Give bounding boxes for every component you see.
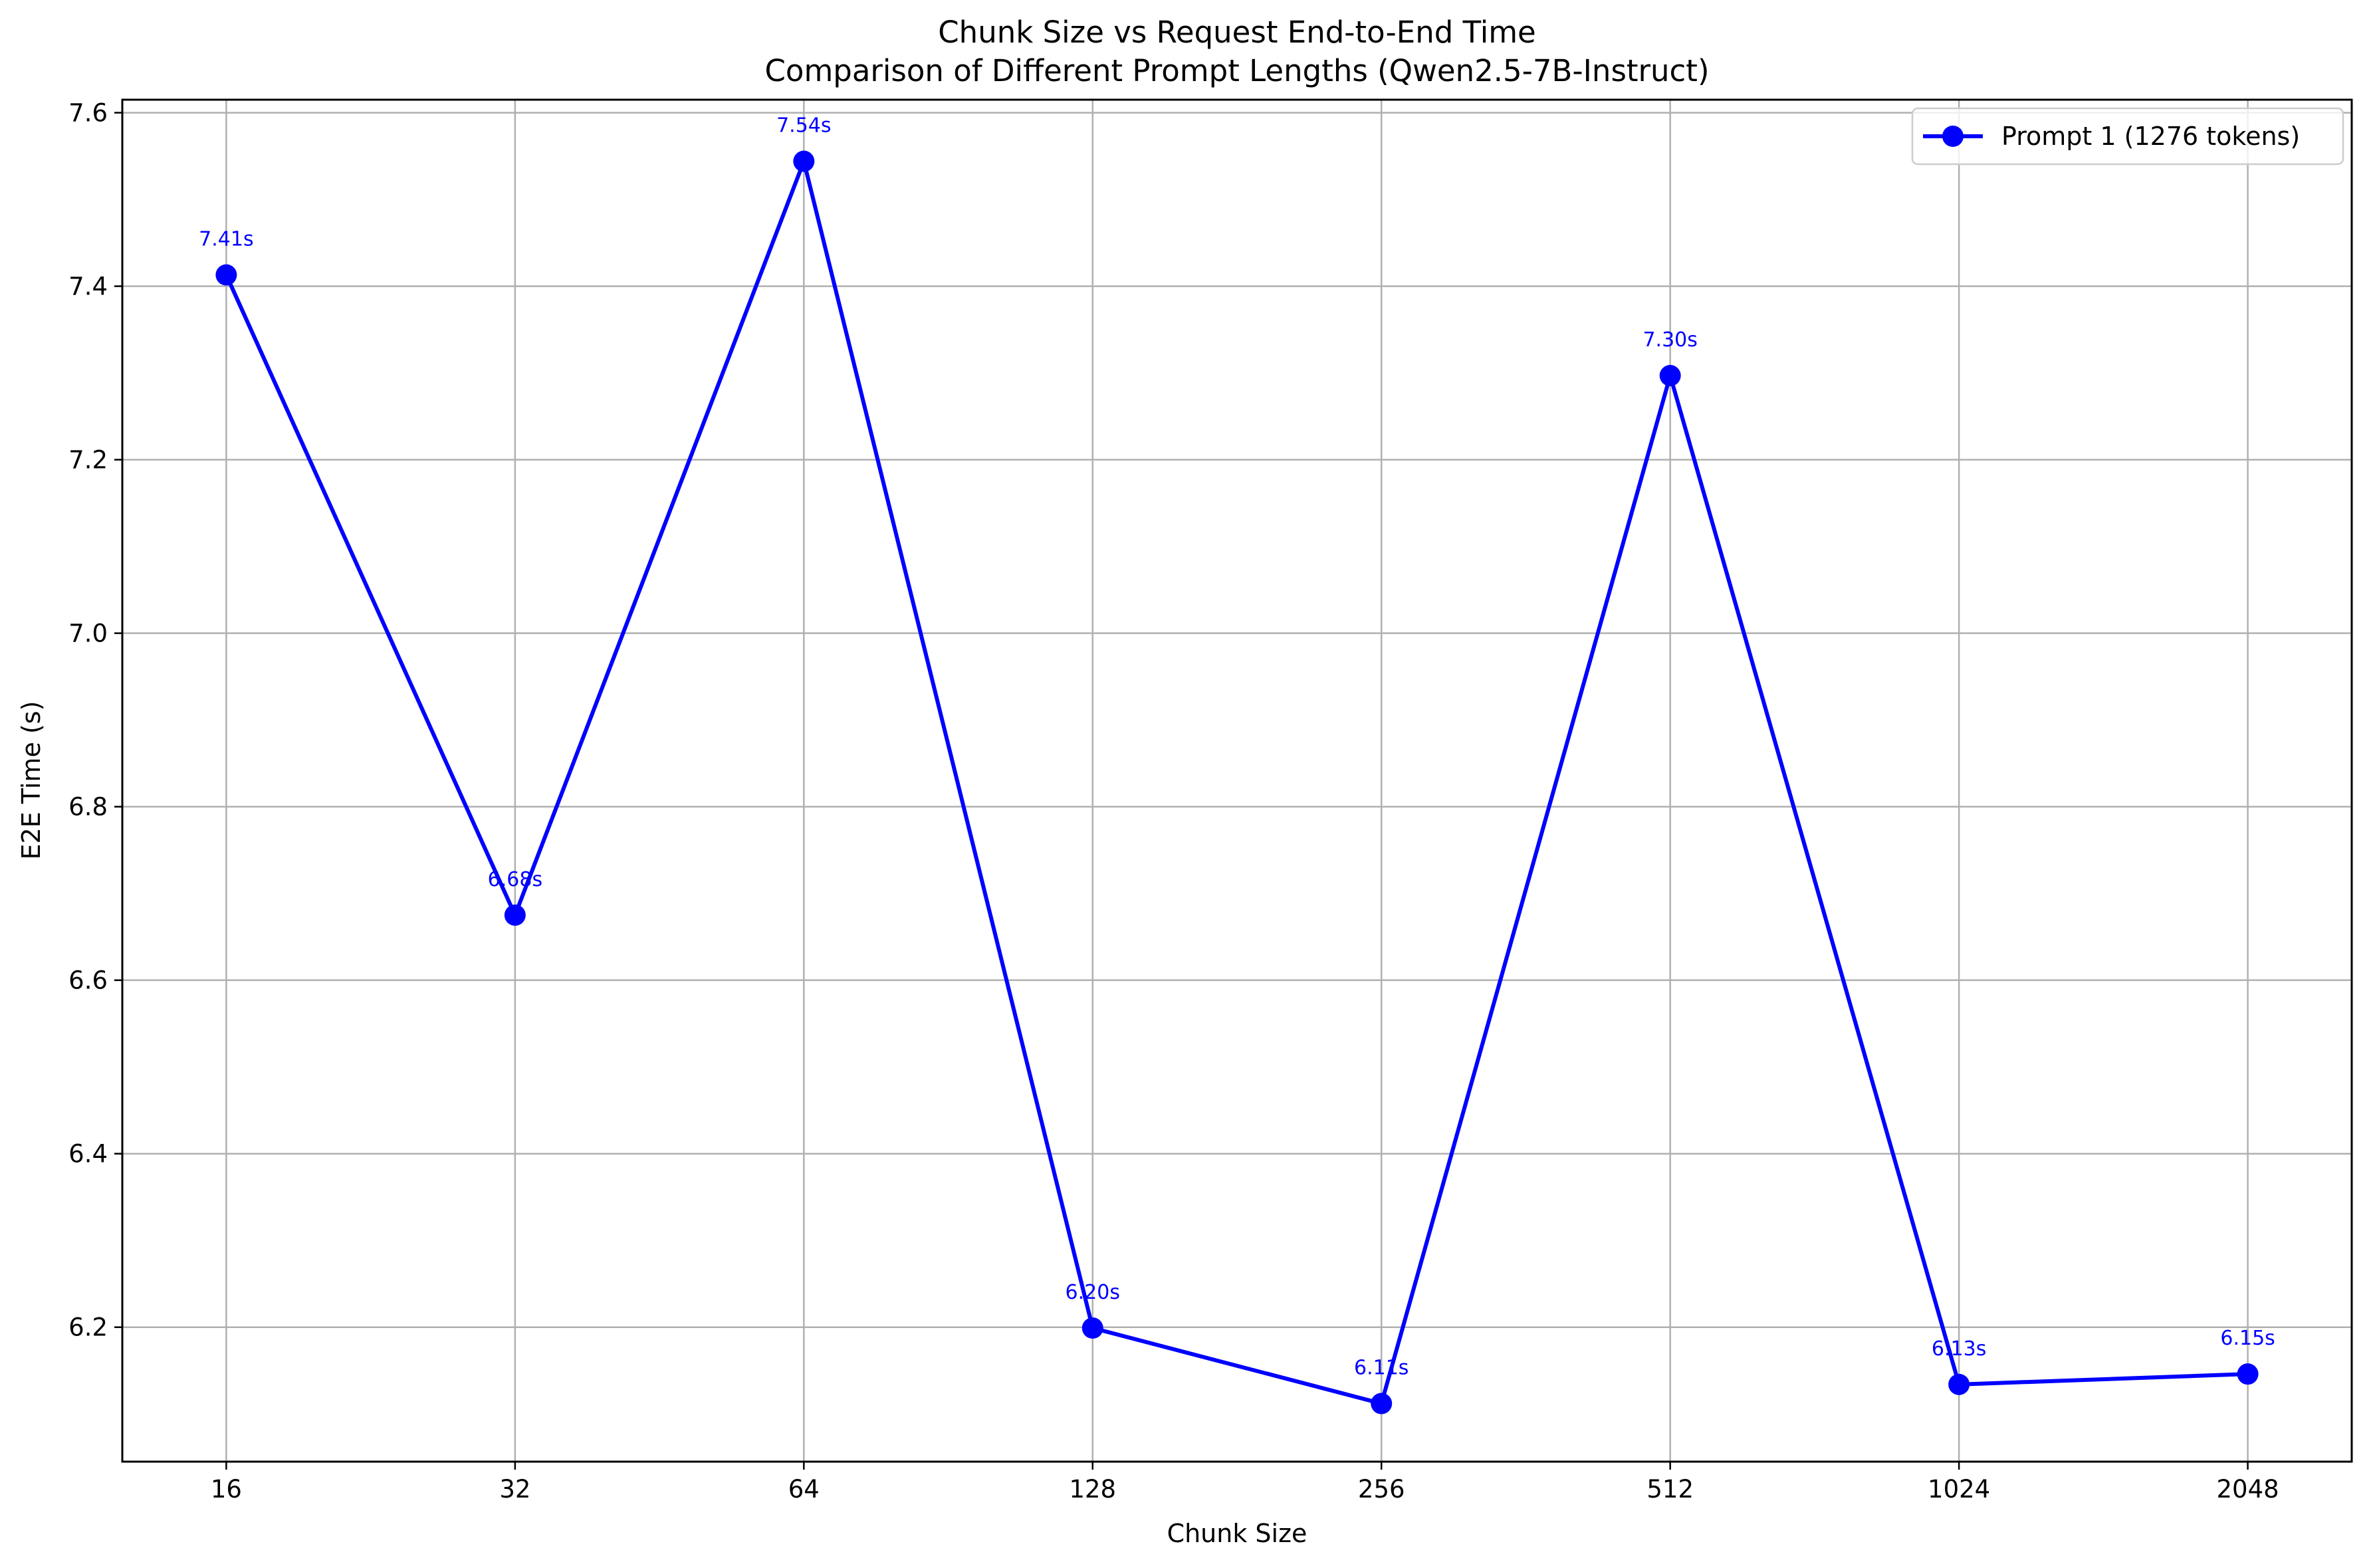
data-point xyxy=(793,150,815,172)
x-tick-label: 512 xyxy=(1646,1475,1694,1504)
data-label-layer: 7.41s 6.68s 7.54s 6.20s 6.11s 7.30s 6.13s 6.15s xyxy=(199,114,2275,1380)
x-tick-label: 32 xyxy=(499,1475,530,1504)
data-point xyxy=(1948,1373,1970,1395)
legend: Prompt 1 (1276 tokens) xyxy=(1911,107,2344,166)
x-tick-label: 2048 xyxy=(2217,1475,2279,1504)
data-label: 6.13s xyxy=(1932,1337,1986,1361)
data-label: 6.11s xyxy=(1354,1357,1409,1380)
y-axis-label: E2E Time (s) xyxy=(17,701,46,860)
x-tick-label: 64 xyxy=(788,1475,820,1504)
data-label: 7.41s xyxy=(199,228,253,251)
data-point xyxy=(215,264,237,286)
data-label: 6.15s xyxy=(2220,1327,2275,1350)
x-tick-label: 16 xyxy=(211,1475,242,1504)
x-tick-label: 1024 xyxy=(1928,1475,1990,1504)
chart-subtitle: Comparison of Different Prompt Lengths (… xyxy=(765,53,1710,88)
legend-marker xyxy=(1942,126,1964,147)
y-tick-label: 7.6 xyxy=(68,99,108,128)
y-axis-ticks: 6.2 6.4 6.6 6.8 7.0 7.2 7.4 7.6 xyxy=(68,99,122,1342)
data-label: 6.20s xyxy=(1066,1281,1120,1304)
data-label: 6.68s xyxy=(488,868,542,891)
data-point xyxy=(1081,1317,1103,1339)
y-tick-label: 6.4 xyxy=(68,1140,108,1169)
data-point xyxy=(1659,365,1681,387)
x-axis-ticks: 16 32 64 128 256 512 1024 2048 xyxy=(211,1462,2279,1504)
y-tick-label: 6.2 xyxy=(68,1313,108,1342)
legend-label: Prompt 1 (1276 tokens) xyxy=(2001,122,2300,151)
x-tick-label: 256 xyxy=(1358,1475,1405,1504)
data-point xyxy=(504,904,526,926)
y-tick-label: 7.4 xyxy=(68,273,108,301)
data-point xyxy=(1371,1393,1393,1414)
grid-lines xyxy=(122,100,2352,1462)
x-axis-label: Chunk Size xyxy=(1167,1519,1307,1548)
y-tick-label: 7.0 xyxy=(68,619,108,648)
series-line xyxy=(224,159,2248,1406)
y-tick-label: 6.8 xyxy=(68,793,108,822)
series-layer xyxy=(215,150,2259,1414)
legend-frame xyxy=(1911,107,2344,166)
plot-frame xyxy=(121,98,2353,1463)
chart-title: Chunk Size vs Request End-to-End Time xyxy=(938,15,1535,50)
y-tick-label: 6.6 xyxy=(68,966,108,995)
data-label: 7.30s xyxy=(1642,328,1697,352)
data-point xyxy=(2237,1363,2259,1385)
y-tick-label: 7.2 xyxy=(68,446,108,475)
data-label: 7.54s xyxy=(776,114,831,138)
x-tick-label: 128 xyxy=(1069,1475,1116,1504)
